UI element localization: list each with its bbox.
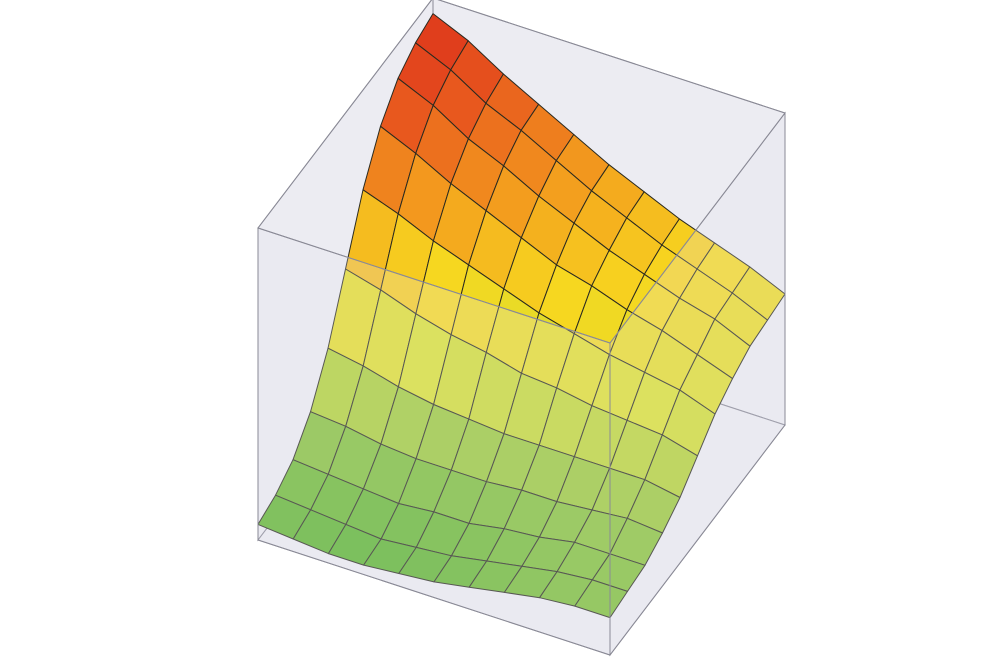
surface-cell (574, 579, 628, 619)
surface (257, 13, 786, 619)
box-face (257, 0, 786, 344)
box-front (257, 0, 786, 657)
